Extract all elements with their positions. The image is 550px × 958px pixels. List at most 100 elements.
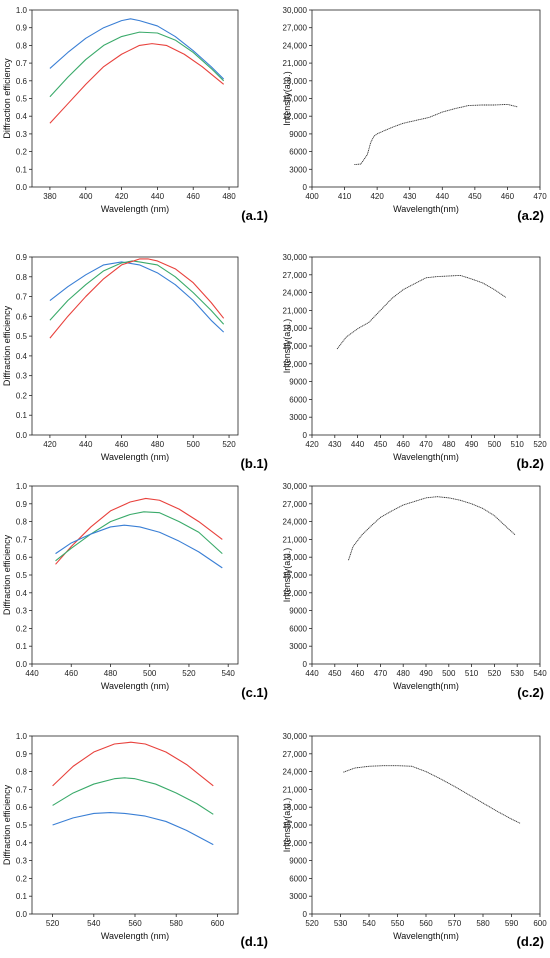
x-tick-label: 460 [351,669,365,678]
y-tick-label: 1.0 [16,6,28,15]
y-tick-label: 0.1 [16,165,28,174]
y-tick-label: 18,000 [283,77,308,86]
x-tick-label: 420 [370,192,384,201]
y-tick-label: 1.0 [16,732,28,741]
x-tick-label: 450 [328,669,342,678]
panel-label: (a.2) [517,208,544,223]
plot-frame [31,735,239,915]
y-tick-label: 0.6 [16,803,28,812]
series-line-2 [52,811,214,846]
x-tick-label: 590 [505,919,519,928]
y-tick-label: 6000 [289,148,307,157]
x-tick-label: 470 [374,669,388,678]
y-tick-label: 30,000 [283,732,308,741]
x-tick-label: 480 [104,669,118,678]
x-tick-label: 420 [115,192,129,201]
panel-label: (d.2) [517,934,544,949]
chart-c1: 440 460 480 500 520 540 0.0 0.1 0.2 0.3 0.4 0.5 0.6 0… [2,482,268,700]
x-tick-label: 550 [391,919,405,928]
y-tick-label: 15,000 [283,571,308,580]
y-tick-label: 1.0 [16,482,28,491]
y-axis-label: Intensity(a.u.) [282,71,292,126]
x-tick-label: 460 [397,440,411,449]
x-tick-label: 440 [436,192,450,201]
y-tick-label: 12,000 [283,839,308,848]
x-tick-label: 480 [222,192,236,201]
x-tick-label: 540 [87,919,101,928]
y-tick-label: 0.0 [16,660,28,669]
y-tick-label: 18,000 [283,324,308,333]
x-tick-label: 440 [79,440,93,449]
y-tick-label: 0.5 [16,95,28,104]
x-tick-label: 520 [488,669,502,678]
x-tick-label: 500 [488,440,502,449]
y-tick-label: 27,000 [283,271,308,280]
y-tick-label: 0.0 [16,910,28,919]
y-tick-label: 0.6 [16,312,28,321]
x-tick-label: 530 [511,669,525,678]
y-tick-label: 0.8 [16,41,28,50]
y-tick-label: 0.8 [16,768,28,777]
y-tick-label: 0 [303,431,308,440]
y-tick-label: 21,000 [283,59,308,68]
y-tick-label: 0.6 [16,77,28,86]
x-tick-label: 520 [222,440,236,449]
y-tick-label: 0.1 [16,892,28,901]
y-tick-label: 6000 [289,874,307,883]
x-tick-label: 460 [187,192,201,201]
y-tick-label: 0.4 [16,839,28,848]
series-line-1 [52,777,214,815]
x-axis-label: Wavelength (nm) [101,681,169,691]
plot-frame [311,9,541,188]
y-tick-label: 3000 [289,413,307,422]
x-tick-label: 540 [362,919,376,928]
x-tick-label: 520 [305,919,319,928]
series-line-0 [52,741,214,787]
y-tick-label: 24,000 [283,289,308,298]
chart-b1: 420 440 460 480 500 520 0.0 0.1 0.2 0.3 0.4 0.5 0.6 0… [2,253,268,471]
y-tick-label: 9000 [289,607,307,616]
y-tick-label: 0 [303,910,308,919]
y-tick-label: 24,000 [283,518,308,527]
x-tick-label: 540 [533,669,547,678]
y-tick-label: 0.3 [16,607,28,616]
x-tick-label: 580 [476,919,490,928]
x-axis-label: Wavelength(nm) [393,681,459,691]
x-tick-label: 460 [115,440,129,449]
y-tick-label: 0.8 [16,273,28,282]
x-tick-label: 460 [65,669,79,678]
x-tick-label: 520 [182,669,196,678]
x-tick-label: 450 [374,440,388,449]
y-tick-label: 0.3 [16,372,28,381]
y-tick-label: 0.7 [16,59,28,68]
y-tick-label: 0.3 [16,857,28,866]
y-tick-label: 0.2 [16,624,28,633]
x-tick-label: 440 [305,669,319,678]
x-axis-label: Wavelength (nm) [101,931,169,941]
series-line-0 [55,497,223,565]
x-tick-label: 500 [143,669,157,678]
series-line-0 [336,274,507,350]
x-tick-label: 520 [46,919,60,928]
x-tick-label: 480 [151,440,165,449]
series-line-2 [49,43,225,124]
chart-b2: 420 430 440 450 460 470 480 490 500 510 520 0 3000 60… [282,253,547,471]
y-tick-label: 3000 [289,892,307,901]
x-tick-label: 510 [465,669,479,678]
x-tick-label: 480 [442,440,456,449]
plot-frame [311,735,541,915]
x-tick-label: 600 [211,919,225,928]
y-tick-label: 3000 [289,165,307,174]
x-axis-label: Wavelength(nm) [393,931,459,941]
plot-frame [31,256,239,436]
y-tick-label: 0.8 [16,518,28,527]
plot-frame [311,485,541,665]
y-axis-label: Diffraction efficiency [2,784,12,865]
y-tick-label: 15,000 [283,95,308,104]
y-axis-label: Intensity(a.u.) [282,798,292,853]
x-tick-label: 600 [533,919,547,928]
y-tick-label: 9000 [289,857,307,866]
x-tick-label: 580 [170,919,184,928]
series-line-1 [49,31,225,98]
